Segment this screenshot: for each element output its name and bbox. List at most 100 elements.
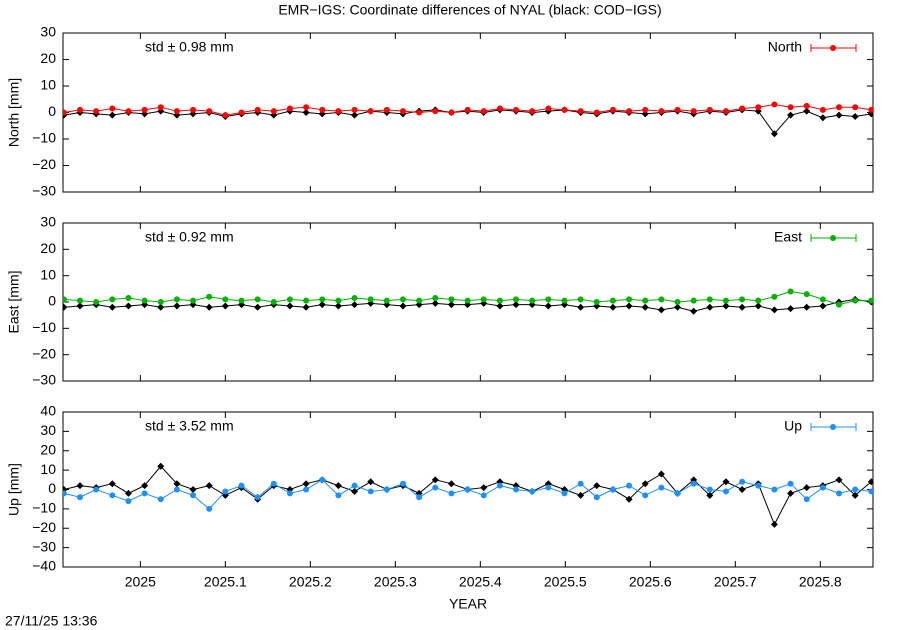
data-point [432,484,439,491]
data-point [270,480,277,487]
data-point [609,106,616,113]
data-point [706,106,713,113]
data-point [351,301,359,309]
data-point [868,106,873,113]
data-point [642,297,649,304]
data-point [561,490,568,497]
data-point [754,302,762,310]
data-point [739,478,746,485]
data-point [835,476,843,484]
x-tick-label: 2025.3 [374,574,417,590]
data-point [851,491,859,499]
data-point [593,299,600,305]
data-point [302,480,310,488]
data-point [674,303,682,311]
y-tick-label: 30 [40,24,56,40]
data-point [658,484,665,491]
data-point [109,492,116,499]
data-point [157,496,164,503]
data-point [205,482,213,490]
data-point [189,486,197,493]
data-point [851,112,859,120]
data-point [125,108,132,115]
data-point [787,111,795,119]
data-point [222,296,229,303]
data-point [367,488,374,495]
data-point [206,505,213,512]
data-point [496,105,503,112]
data-point [819,296,826,303]
data-point [416,494,423,501]
data-point [416,297,423,304]
data-point [577,491,585,499]
data-point [706,486,713,493]
x-tick-label: 2025.8 [799,574,842,590]
data-point [221,302,229,310]
data-point [76,494,83,501]
data-point [464,297,471,304]
data-point [609,297,616,304]
data-point [222,488,229,495]
data-point [351,111,359,119]
data-point [222,112,229,119]
data-point [852,486,859,493]
data-point [124,489,132,497]
data-point [609,486,616,493]
data-point [63,303,68,311]
data-point [513,296,520,303]
y-tick-label: 20 [40,50,56,66]
data-point [431,476,439,484]
data-point [803,102,810,109]
data-point [690,307,698,315]
data-point [399,108,406,115]
data-point [722,478,730,486]
data-point [529,108,536,115]
data-point [141,490,148,497]
y-tick-label: −10 [32,319,56,335]
data-point [480,108,487,115]
data-point [173,302,181,310]
data-point [302,109,310,116]
data-point [803,496,810,503]
data-point [334,482,342,490]
data-point [496,297,503,304]
data-point [286,105,293,112]
data-point [771,101,778,108]
data-point [302,303,310,311]
data-point [626,482,633,489]
legend-label: Up [784,418,802,434]
data-point [674,106,681,113]
data-point [448,296,455,303]
data-point [254,303,262,311]
y-tick-label: 10 [40,77,56,93]
legend-label: East [774,229,802,245]
data-point [319,476,326,483]
y-tick-label: 20 [40,441,56,457]
data-point [561,106,568,113]
y-tick-label: 40 [40,403,56,419]
data-point [722,302,730,310]
data-point [303,486,310,493]
data-point [836,301,843,308]
data-point [157,462,165,470]
data-point [399,296,406,303]
data-point [432,108,439,115]
data-point [76,106,83,113]
data-point [819,114,827,122]
data-point [157,104,164,111]
annotation: std ± 0.92 mm [145,229,234,245]
data-point [787,288,794,295]
x-tick-label: 2025.4 [459,574,502,590]
data-point [206,108,213,115]
data-point [496,302,504,310]
data-point [868,297,873,304]
data-point [447,480,455,488]
data-point [690,480,697,487]
data-point [690,297,697,304]
data-point [270,108,277,115]
data-point [109,296,116,303]
y-axis-label: North [mm] [6,78,22,147]
data-point [76,482,84,490]
data-point [109,105,116,112]
x-tick-label: 2025.5 [544,574,587,590]
